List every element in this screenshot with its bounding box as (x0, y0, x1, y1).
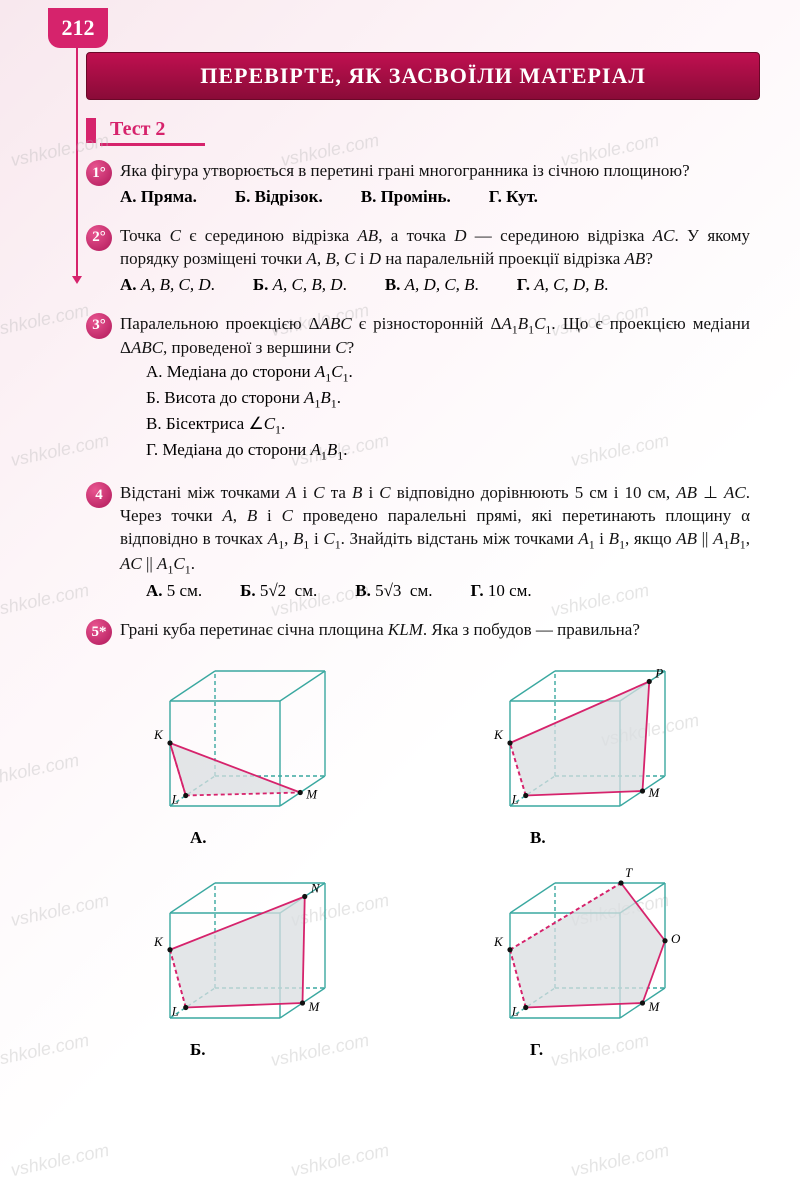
svg-text:K: K (493, 934, 504, 949)
option-g: Г. 10 см. (470, 581, 531, 601)
svg-text:N: N (310, 881, 321, 896)
svg-text:K: K (153, 934, 164, 949)
svg-text:L: L (511, 792, 519, 807)
diagram-label: Б. (190, 1040, 410, 1060)
watermark: vshkole.com (0, 750, 81, 791)
cube-v-svg: K P M L (470, 656, 690, 826)
question-badge: 2° (86, 225, 112, 251)
question-1: 1° Яка фігура утворюється в перетині гра… (86, 160, 750, 207)
svg-text:K: K (153, 727, 164, 742)
option-g: Г. Кут. (489, 187, 538, 207)
svg-text:M: M (648, 785, 661, 800)
question-badge: 1° (86, 160, 112, 186)
question-badge: 4 (86, 482, 112, 508)
options-row: А. Пряма. Б. Відрізок. В. Промінь. Г. Ку… (120, 187, 750, 207)
svg-text:M: M (305, 787, 318, 802)
diagram-label: В. (530, 828, 750, 848)
svg-text:O: O (671, 931, 681, 946)
question-badge: 5* (86, 619, 112, 645)
cube-g-svg: K T O M L (470, 868, 690, 1038)
options-row: А. A, B, C, D. Б. A, C, B, D. В. A, D, C… (120, 275, 750, 295)
svg-text:L: L (511, 1004, 519, 1019)
option-a: А. 5 см. (146, 581, 202, 601)
watermark: vshkole.com (0, 300, 91, 341)
svg-text:L: L (171, 792, 179, 807)
option-b: Б. 5√2 см. (240, 581, 317, 601)
diagram-v: K P M L В. (470, 656, 750, 848)
margin-arrow (76, 48, 78, 278)
option-v: В. Промінь. (361, 187, 451, 207)
question-4: 4 Відстані між точками A і C та B і C ві… (86, 482, 750, 601)
content-area: 1° Яка фігура утворюється в перетині гра… (86, 160, 750, 1078)
watermark: vshkole.com (0, 1030, 91, 1071)
diagram-label: Г. (530, 1040, 750, 1060)
diagram-a: K L M А. (130, 656, 410, 848)
option-b: Б. A, C, B, D. (253, 275, 347, 295)
option-v: В. A, D, C, B. (385, 275, 479, 295)
option-b: Б. Висота до сторони A1B1. (146, 386, 750, 412)
page-number-tab: 212 (48, 8, 108, 48)
cube-a-svg: K L M (130, 656, 350, 826)
watermark: vshkole.com (569, 1140, 671, 1181)
diagram-g: K T O M L Г. (470, 868, 750, 1060)
diagram-b: K N M L Б. (130, 868, 410, 1060)
option-v: В. 5√3 см. (355, 581, 432, 601)
watermark: vshkole.com (9, 1140, 111, 1181)
svg-text:M: M (308, 999, 321, 1014)
question-text: Відстані між точками A і C та B і C відп… (120, 482, 750, 577)
question-2: 2° Точка C є серединою відрізка AB, а то… (86, 225, 750, 295)
question-text: Точка C є серединою відрізка AB, а точка… (120, 225, 750, 271)
chapter-header: ПЕРЕВІРТЕ, ЯК ЗАСВОЇЛИ МАТЕРІАЛ (86, 52, 760, 100)
question-text: Грані куба перетинає січна площина KLM. … (120, 619, 750, 642)
svg-text:M: M (648, 999, 661, 1014)
cube-b-svg: K N M L (130, 868, 350, 1038)
option-a: А. Медіана до сторони A1C1. (146, 360, 750, 386)
test-label: Тест 2 (100, 118, 205, 146)
question-5: 5* Грані куба перетинає січна площина KL… (86, 619, 750, 1060)
question-text: Яка фігура утворюється в перетині грані … (120, 160, 750, 183)
option-a: А. Пряма. (120, 187, 197, 207)
diagram-grid: K L M А. K P M L В. K N M L Б. K T O M L Г. (130, 656, 750, 1060)
option-g: Г. A, C, D, B. (517, 275, 609, 295)
svg-text:P: P (654, 666, 663, 681)
option-g: Г. Медіана до сторони A1B1. (146, 438, 750, 464)
svg-text:L: L (171, 1004, 179, 1019)
diagram-label: А. (190, 828, 410, 848)
question-text: Паралельною проекцією ΔABC є різносторон… (120, 313, 750, 360)
svg-text:K: K (493, 727, 504, 742)
watermark: vshkole.com (0, 580, 91, 621)
watermark: vshkole.com (289, 1140, 391, 1181)
question-badge: 3° (86, 313, 112, 339)
option-a: А. A, B, C, D. (120, 275, 215, 295)
option-b: Б. Відрізок. (235, 187, 323, 207)
options-row: А. 5 см. Б. 5√2 см. В. 5√3 см. Г. 10 см. (146, 581, 750, 601)
option-v: В. Бісектриса ∠C1. (146, 412, 750, 438)
svg-text:T: T (625, 868, 633, 880)
question-3: 3° Паралельною проекцією ΔABC є різносто… (86, 313, 750, 465)
